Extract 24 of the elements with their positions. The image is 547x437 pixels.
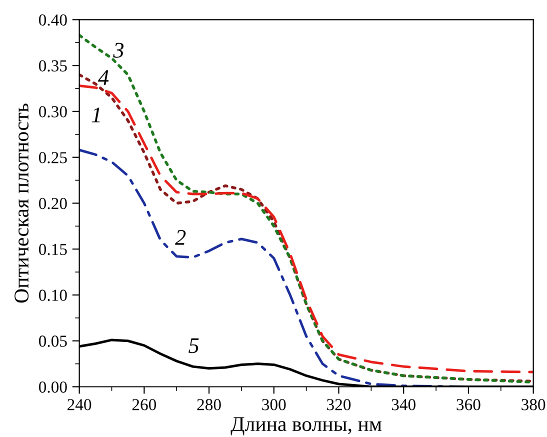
x-tick-label: 240 xyxy=(68,399,92,410)
series-label: 4 xyxy=(98,70,109,85)
series-label: 3 xyxy=(113,42,124,58)
y-axis-title: Оптическая плотность xyxy=(14,104,29,303)
x-tick-label: 260 xyxy=(132,399,156,410)
x-axis-title: Длина волны, нм xyxy=(230,417,382,436)
series-label: 2 xyxy=(175,230,186,245)
x-tick-label: 360 xyxy=(456,399,480,410)
x-tick-label: 380 xyxy=(522,399,546,410)
y-tick-label: 0.00 xyxy=(38,381,67,393)
x-tick-label: 320 xyxy=(327,399,351,410)
x-tick-label: 300 xyxy=(262,399,286,410)
series-label: 5 xyxy=(188,338,199,354)
y-tick-label: 0.35 xyxy=(38,60,67,72)
x-tick-label: 340 xyxy=(392,399,416,410)
x-tick-label: 280 xyxy=(197,399,221,410)
y-tick-label: 0.40 xyxy=(38,14,67,26)
y-tick-label: 0.20 xyxy=(38,198,67,210)
y-tick-label: 0.25 xyxy=(38,152,67,164)
y-tick-label: 0.30 xyxy=(38,106,67,118)
y-tick-label: 0.05 xyxy=(38,336,67,347)
y-tick-label: 0.10 xyxy=(38,290,67,301)
y-tick-label: 0.15 xyxy=(38,244,67,256)
series-label: 1 xyxy=(92,108,100,122)
